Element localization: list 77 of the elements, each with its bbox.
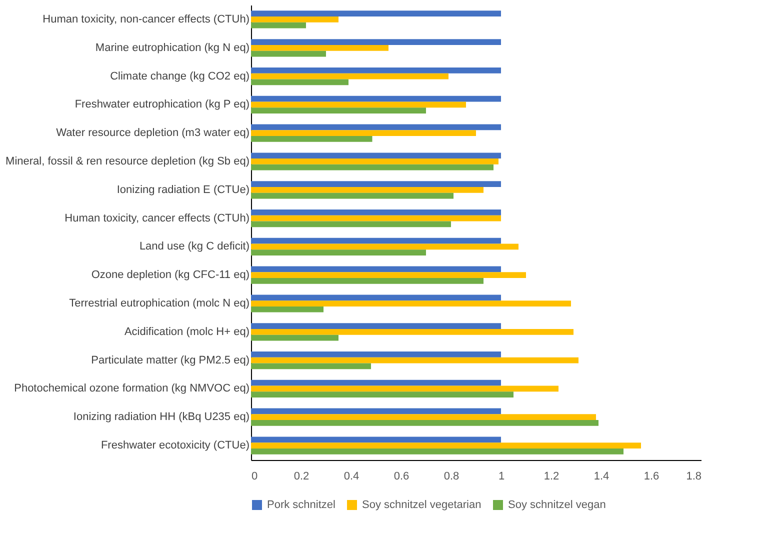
bar [251, 300, 571, 306]
y-tick-label: Ionizing radiation HH (kBq U235 eq) [73, 411, 250, 424]
bar [251, 16, 338, 22]
bar [251, 323, 501, 329]
x-tick-label: 0 [252, 470, 258, 482]
bar [251, 79, 348, 86]
bar [251, 130, 476, 136]
bar [251, 386, 558, 392]
bar [251, 164, 494, 170]
bar [251, 436, 501, 443]
y-tick-label: Freshwater eutrophication (kg P eq) [74, 98, 250, 111]
y-tick-label: Human toxicity, cancer effects (CTUh) [64, 212, 250, 224]
x-tick-label: 1.4 [594, 470, 610, 482]
y-tick-label: Photochemical ozone formation (kg NMVOC eq) [14, 382, 250, 395]
bar [251, 408, 501, 414]
bar [251, 448, 624, 454]
y-tick-label: Acidification (molc H+ eq) [124, 326, 250, 338]
bar [251, 181, 501, 187]
bar [251, 10, 501, 17]
bar [251, 221, 451, 228]
x-tick-label: 1.2 [544, 470, 560, 482]
y-tick-label: Particulate matter (kg PM2.5 eq) [91, 354, 250, 366]
bar [251, 124, 501, 130]
bar [251, 209, 501, 216]
x-tick-label: 0.4 [344, 470, 360, 482]
bar [251, 392, 514, 398]
bar [251, 334, 338, 341]
x-tick-label: 0.8 [444, 470, 460, 482]
bar [251, 380, 501, 386]
legend-label: Soy schnitzel vegetarian [362, 499, 482, 511]
bar [251, 328, 574, 335]
bar [251, 136, 372, 142]
x-tick-label: 1.8 [686, 470, 702, 482]
bar [251, 158, 498, 164]
y-tick-label: Terrestrial eutrophication (molc N eq) [69, 298, 250, 310]
y-tick-label: Ozone depletion (kg CFC-11 eq) [91, 269, 250, 282]
bar [251, 67, 501, 74]
bar [251, 352, 501, 358]
y-tick-label: Human toxicity, non-cancer effects (CTUh) [42, 13, 250, 26]
bar [251, 250, 426, 256]
x-tick-label: 0.2 [294, 470, 310, 482]
bar [251, 442, 641, 448]
bar [251, 152, 501, 159]
bar [251, 186, 484, 193]
bar [251, 238, 501, 244]
y-tick-label: Climate change (kg CO2 eq) [110, 70, 250, 82]
bar [251, 420, 598, 426]
bar [251, 414, 596, 420]
bar [251, 22, 306, 28]
bar [251, 215, 501, 222]
bar [251, 50, 326, 57]
bar [251, 73, 448, 80]
bar [251, 44, 388, 51]
bar [251, 108, 426, 114]
legend-label: Pork schnitzel [267, 499, 336, 511]
bar [251, 244, 518, 250]
bar [251, 357, 578, 364]
bar [251, 363, 371, 370]
legend-label: Soy schnitzel vegan [508, 499, 606, 511]
y-tick-label: Marine eutrophication (kg N eq) [95, 42, 250, 54]
bar [251, 102, 466, 108]
bar [251, 39, 501, 45]
y-tick-label: Ionizing radiation E (CTUe) [116, 184, 250, 196]
y-tick-label: Mineral, fossil & ren resource depletion (kg Sb eq) [6, 155, 250, 168]
y-tick-label: Land use (kg C deficit) [139, 240, 250, 253]
x-tick-label: 0.6 [394, 470, 410, 482]
y-tick-label: Freshwater ecotoxicity (CTUe) [100, 440, 250, 452]
bar [251, 192, 454, 199]
x-tick-label: 1 [498, 470, 505, 482]
bar [251, 306, 324, 312]
bar [251, 272, 526, 278]
bar [251, 278, 484, 284]
bar [251, 266, 501, 272]
bar [251, 96, 501, 102]
x-tick-label: 1.6 [644, 470, 660, 482]
bar [251, 294, 501, 301]
y-tick-label: Water resource depletion (m3 water eq) [56, 127, 250, 140]
